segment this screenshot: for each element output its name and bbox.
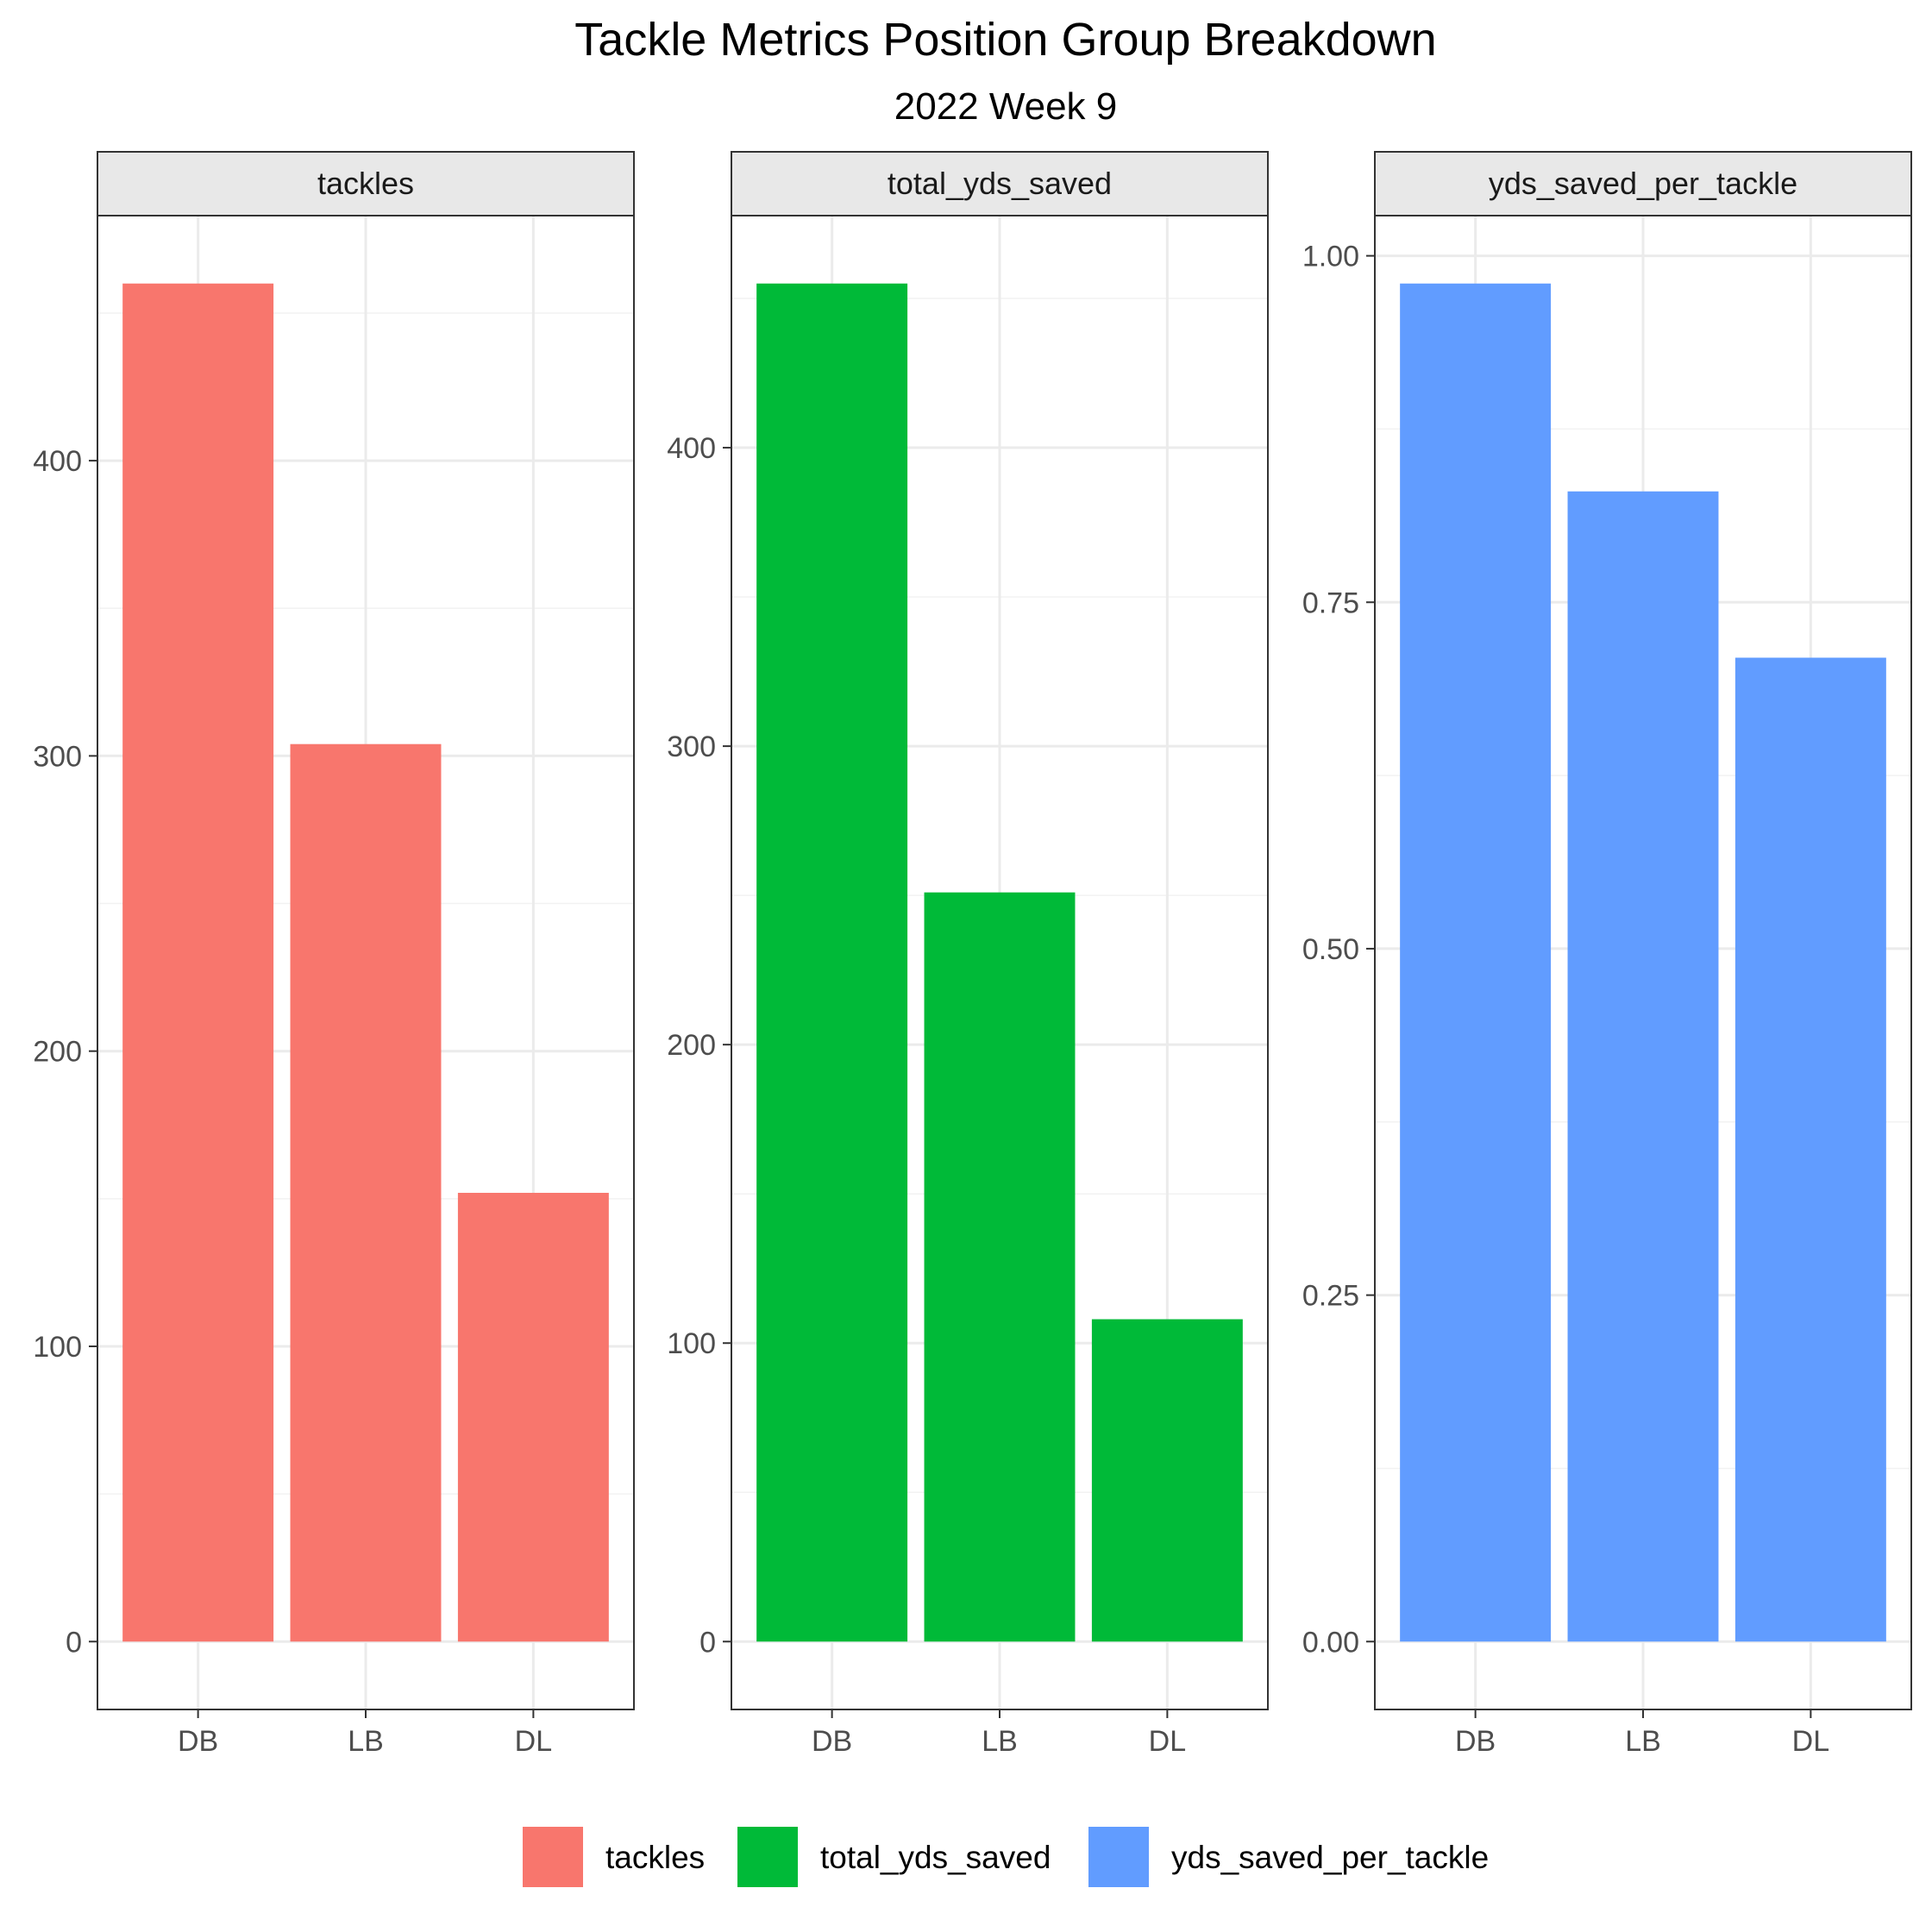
x-tick-label: DL (515, 1725, 552, 1758)
y-tick-label: 300 (667, 731, 716, 763)
legend-key (737, 1827, 798, 1887)
y-tick-label: 200 (33, 1036, 82, 1069)
bar-total_yds_saved-DB (756, 283, 908, 1642)
y-tick-label: 0.25 (1302, 1280, 1359, 1313)
y-tick-label: 400 (667, 432, 716, 465)
y-tick-label: 300 (33, 740, 82, 773)
bar-yds_saved_per_tackle-DB (1400, 283, 1552, 1642)
legend: tackles total_yds_saved yds_saved_per_tack… (523, 1827, 1489, 1887)
y-tick-label: 1.00 (1302, 241, 1359, 273)
chart-subtitle: 2022 Week 9 (894, 85, 1117, 128)
x-tick-label: DL (1149, 1725, 1186, 1758)
chart-title: Tackle Metrics Position Group Breakdown (574, 14, 1436, 66)
y-tick-label: 200 (667, 1029, 716, 1062)
bar-total_yds_saved-DL (1091, 1319, 1243, 1642)
bar-yds_saved_per_tackle-DL (1734, 657, 1886, 1642)
y-tick-label: 100 (667, 1327, 716, 1360)
facet-strip (731, 151, 1269, 216)
facet-strip (1374, 151, 1912, 216)
legend-label: total_yds_saved (820, 1840, 1051, 1875)
x-tick-label: DL (1792, 1725, 1829, 1758)
legend-key (523, 1827, 583, 1887)
x-tick-label: LB (982, 1725, 1018, 1758)
y-tick-label: 0.75 (1302, 586, 1359, 619)
facet-strip-label: total_yds_saved (888, 166, 1112, 201)
facet-strip-label: yds_saved_per_tackle (1489, 166, 1797, 201)
y-tick-label: 0 (66, 1626, 82, 1659)
x-tick-label: DB (812, 1725, 852, 1758)
x-tick-label: DB (178, 1725, 218, 1758)
x-tick-label: LB (1625, 1725, 1661, 1758)
bar-tackles-LB (290, 743, 442, 1642)
bar-total_yds_saved-LB (924, 892, 1076, 1642)
legend-label: yds_saved_per_tackle (1171, 1840, 1489, 1875)
x-tick-label: DB (1455, 1725, 1496, 1758)
facet-total_yds_saved: total_yds_saved 0 100 200 300 400 DB LB DL (667, 151, 1269, 1758)
y-tick-label: 100 (33, 1331, 82, 1364)
y-tick-label: 400 (33, 445, 82, 478)
x-tick-label: LB (348, 1725, 384, 1758)
facet-strip-label: tackles (317, 166, 414, 201)
legend-item-total_yds_saved: total_yds_saved (737, 1827, 1051, 1887)
legend-key (1088, 1827, 1149, 1887)
bar-yds_saved_per_tackle-LB (1567, 491, 1719, 1642)
facet-strip (97, 151, 635, 216)
y-tick-label: 0.00 (1302, 1626, 1359, 1659)
bar-tackles-DB (122, 283, 274, 1642)
legend-item-yds_saved_per_tackle: yds_saved_per_tackle (1088, 1827, 1489, 1887)
facet-tackles: tackles 0 100 200 300 400 DB LB DL (33, 151, 635, 1758)
y-tick-label: 0 (699, 1626, 716, 1659)
bar-tackles-DL (457, 1192, 609, 1642)
legend-label: tackles (605, 1840, 705, 1875)
y-tick-label: 0.50 (1302, 933, 1359, 966)
legend-item-tackles: tackles (523, 1827, 705, 1887)
facet-yds_saved_per_tackle: yds_saved_per_tackle 0.00 0.25 0.50 0.75 1.00… (1302, 151, 1912, 1758)
